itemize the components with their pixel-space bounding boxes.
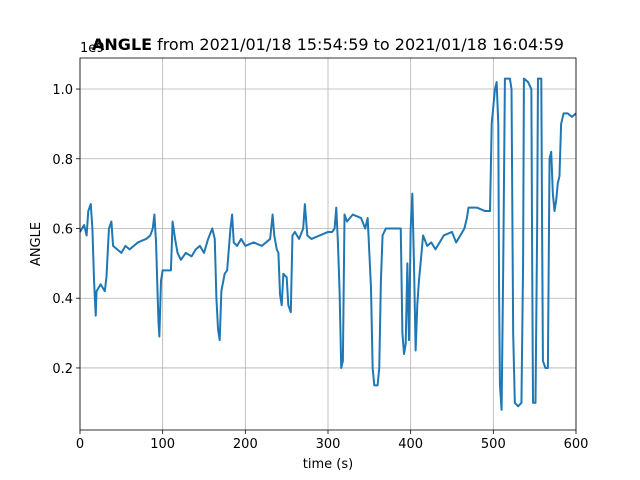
y-tick-label: 0.4 — [52, 292, 73, 307]
y-tick-label: 0.2 — [52, 362, 73, 377]
x-tick-label: 300 — [316, 437, 341, 452]
y-tick-label: 0.6 — [52, 222, 73, 237]
title-bold: ANGLE — [92, 35, 152, 54]
plot-frame — [79, 57, 577, 431]
x-tick-label: 400 — [398, 437, 423, 452]
x-tick-label: 500 — [481, 437, 506, 452]
chart-title: ANGLE from 2021/01/18 15:54:59 to 2021/01… — [92, 35, 564, 54]
x-tick-label: 200 — [233, 437, 258, 452]
x-tick-label: 100 — [150, 437, 175, 452]
y-tick-label: 1.0 — [52, 83, 73, 98]
y-axis-label: ANGLE — [29, 222, 44, 266]
x-axis-label: time (s) — [303, 457, 353, 472]
y-offset-label: 1e9 — [80, 41, 105, 56]
y-tick-label: 0.8 — [52, 153, 73, 168]
data-line — [79, 77, 577, 411]
x-tick-label: 0 — [76, 437, 84, 452]
title-rest: from 2021/01/18 15:54:59 to 2021/01/18 1… — [157, 35, 564, 54]
x-tick-label: 600 — [564, 437, 589, 452]
